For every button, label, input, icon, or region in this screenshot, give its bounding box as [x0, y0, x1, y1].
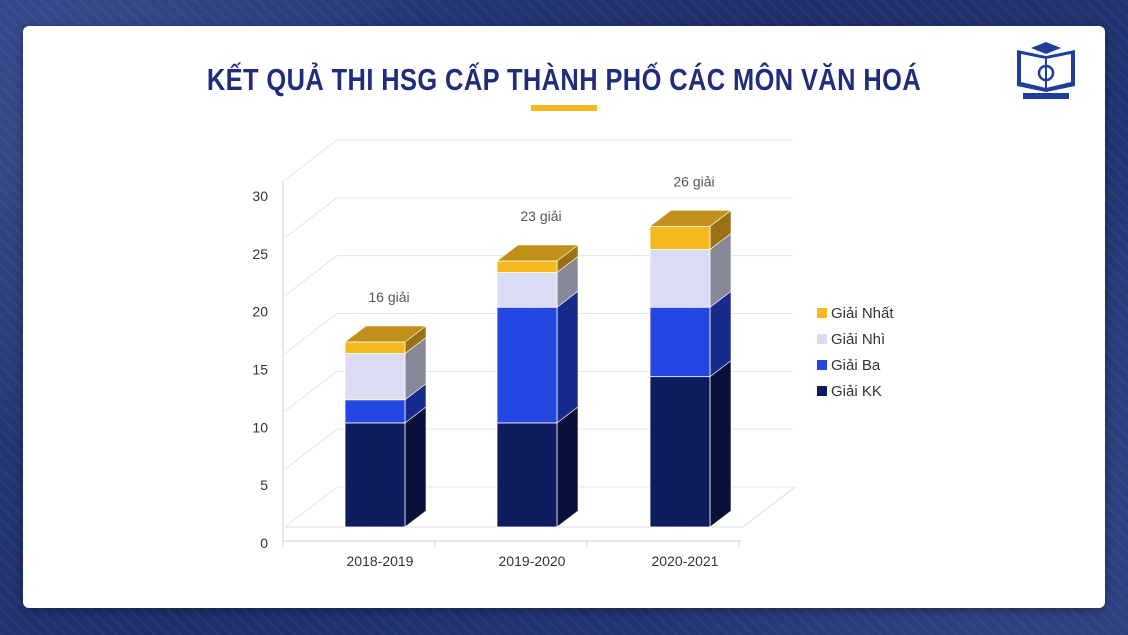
y-tick-label: 5 — [260, 477, 268, 493]
gridline-diagonal — [284, 197, 338, 239]
slide-card: KẾT QUẢ THI HSG CẤP THÀNH PHỐ CÁC MÔN VĂ… — [23, 26, 1105, 608]
floor-outline — [285, 486, 796, 528]
gridline-diagonal — [284, 139, 338, 181]
legend-label: Giải Nhất — [831, 305, 894, 322]
legend-label: Giải KK — [831, 383, 882, 400]
bar-segment-giải-kk — [344, 422, 406, 528]
stacked-bar-chart: 0 5 10 15 20 25 30 2018-2019 16 giải 2019-2020 23 … — [252, 139, 894, 569]
bar-total-label: 16 giải — [368, 289, 409, 305]
bar-top-cap — [496, 244, 579, 262]
legend-label: Giải Ba — [831, 357, 881, 374]
bar-segment-giải-kk — [649, 376, 711, 528]
bar-segment-giải-kk — [496, 422, 558, 528]
bar-side-giải-kk — [709, 360, 732, 528]
gridline-diagonal — [284, 486, 338, 528]
legend-swatch — [817, 334, 827, 344]
bar-side-giải-kk — [556, 406, 579, 528]
gridline-diagonal — [284, 428, 338, 470]
bar-segment-giải-nhất — [649, 225, 711, 250]
bar-total-label: 23 giải — [520, 208, 561, 224]
gridline-diagonal — [284, 255, 338, 297]
legend-swatch — [817, 360, 827, 370]
y-tick-label: 30 — [252, 188, 268, 204]
x-tick-label: 2018-2019 — [347, 553, 414, 569]
page-title: KẾT QUẢ THI HSG CẤP THÀNH PHỐ CÁC MÔN VĂ… — [206, 62, 922, 97]
gridline-diagonal — [284, 313, 338, 354]
bar-side-giải-kk — [404, 406, 427, 528]
y-tick-label: 15 — [252, 362, 268, 378]
bar-total-label: 26 giải — [673, 173, 714, 189]
bar-segment-giải-nhì — [496, 272, 558, 308]
legend-swatch — [817, 386, 827, 396]
bar-segment-giải-ba — [496, 306, 558, 424]
bar-top-cap — [344, 325, 427, 343]
bar-segment-giải-nhất — [496, 260, 558, 273]
bar-segment-giải-ba — [649, 306, 711, 378]
legend-label: Giải Nhì — [831, 331, 885, 348]
bar-side-giải-ba — [556, 290, 579, 424]
y-tick-label: 20 — [252, 304, 268, 320]
y-tick-label: 0 — [260, 535, 268, 551]
x-tick-label: 2019-2020 — [499, 553, 566, 569]
bar-segment-giải-ba — [344, 399, 406, 424]
y-tick-label: 25 — [252, 246, 268, 262]
gridline-diagonal — [284, 370, 338, 412]
bar-segment-giải-nhì — [344, 353, 406, 401]
legend-swatch — [817, 308, 827, 318]
school-book-logo-icon — [1017, 42, 1075, 99]
bar-segment-giải-nhì — [649, 248, 711, 308]
title-underline — [531, 105, 597, 111]
x-tick-label: 2020-2021 — [652, 553, 719, 569]
y-tick-label: 10 — [252, 419, 268, 435]
bar-segment-giải-nhất — [344, 341, 406, 354]
bar-top-cap — [649, 209, 732, 227]
